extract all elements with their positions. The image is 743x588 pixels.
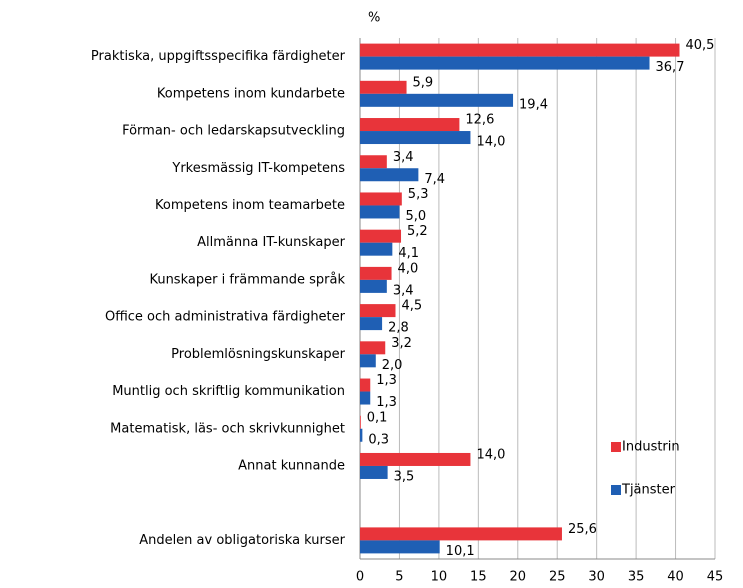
bar (360, 279, 387, 293)
value-label: 5,3 (408, 187, 429, 202)
x-tick-label: 30 (588, 570, 605, 585)
bar (360, 131, 471, 145)
category-label: Allmänna IT-kunskaper (197, 235, 345, 250)
value-label: 0,3 (368, 432, 389, 447)
value-label: 14,0 (476, 135, 505, 150)
value-label: 5,2 (407, 224, 428, 239)
x-tick-label: 0 (356, 570, 364, 585)
value-label: 25,6 (568, 522, 597, 537)
bar (360, 391, 371, 405)
category-label: Kompetens inom teamarbete (155, 198, 345, 213)
bar (360, 452, 471, 466)
value-label: 1,3 (376, 373, 397, 388)
category-label: Förman- och ledarskapsutveckling (122, 124, 345, 139)
category-label: Praktiska, uppgiftsspecifika färdigheter (91, 49, 346, 64)
bar (360, 93, 514, 107)
bar (360, 341, 386, 355)
bar (360, 205, 400, 219)
value-label: 5,9 (413, 75, 434, 90)
value-label: 36,7 (656, 60, 685, 75)
bar (360, 415, 361, 429)
x-tick-label: 15 (470, 570, 487, 585)
bar (360, 540, 440, 554)
value-label: 0,1 (367, 410, 388, 425)
value-label: 5,0 (405, 209, 426, 224)
bar (360, 354, 376, 368)
x-tick-label: 20 (510, 570, 527, 585)
bar (360, 317, 383, 331)
bar (360, 192, 402, 206)
value-label: 3,4 (393, 150, 414, 165)
bar (360, 80, 407, 94)
value-label: 14,0 (476, 447, 505, 462)
value-label: 4,1 (398, 246, 419, 261)
legend-swatch (611, 442, 621, 452)
bar (360, 43, 680, 57)
bar (360, 266, 392, 280)
category-label: Yrkesmässig IT-kompetens (171, 161, 345, 176)
category-label: Matematisk, läs- och skrivkunnighet (110, 421, 345, 436)
x-tick-label: 25 (549, 570, 566, 585)
value-label: 2,8 (388, 321, 409, 336)
value-label: 12,6 (465, 113, 494, 128)
bar (360, 527, 562, 541)
bar (360, 168, 419, 182)
value-label: 3,4 (393, 283, 414, 298)
legend-swatch (611, 485, 621, 495)
bar (360, 465, 388, 479)
unit-label: % (368, 11, 380, 26)
category-label: Kompetens inom kundarbete (157, 86, 345, 101)
legend-label: Industrin (622, 440, 680, 455)
bar (360, 56, 650, 70)
category-label: Office och administrativa färdigheter (105, 310, 346, 325)
value-label: 4,0 (398, 261, 419, 276)
category-label: Kunskaper i främmande språk (149, 272, 345, 287)
category-label: Andelen av obligatoriska kurser (139, 533, 345, 548)
value-label: 3,5 (394, 469, 415, 484)
category-label: Problemlösningskunskaper (171, 347, 345, 362)
bar (360, 428, 363, 442)
bar (360, 229, 402, 243)
value-label: 19,4 (519, 97, 548, 112)
x-tick-label: 5 (395, 570, 403, 585)
value-label: 2,0 (382, 358, 403, 373)
value-label: 4,5 (402, 299, 423, 314)
value-label: 10,1 (446, 544, 475, 559)
x-tick-label: 10 (431, 570, 448, 585)
x-tick-label: 35 (628, 570, 645, 585)
value-label: 1,3 (376, 395, 397, 410)
value-label: 7,4 (424, 172, 445, 187)
x-tick-label: 40 (667, 570, 684, 585)
category-label: Muntlig och skriftlig kommunikation (112, 384, 345, 399)
bar (360, 118, 460, 132)
x-tick-label: 45 (707, 570, 724, 585)
bar (360, 242, 393, 256)
bar (360, 155, 387, 169)
value-label: 3,2 (391, 336, 412, 351)
category-label: Annat kunnande (238, 458, 345, 473)
bar (360, 304, 396, 318)
legend-label: Tjänster (621, 483, 676, 498)
value-label: 40,5 (686, 38, 715, 53)
bar (360, 378, 371, 392)
